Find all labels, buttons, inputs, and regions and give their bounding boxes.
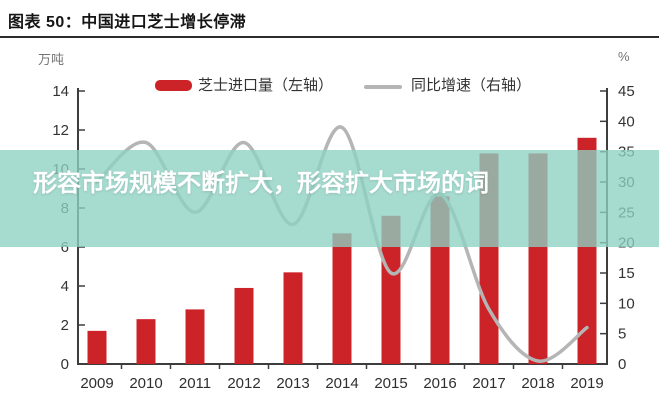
left-tick-label: 0 — [61, 356, 69, 373]
x-category-label: 2012 — [227, 375, 260, 392]
chart-title: 图表 50：中国进口芝士增长停滞 — [8, 14, 247, 31]
left-axis-unit-label: 万吨 — [38, 52, 65, 67]
x-category-label: 2011 — [179, 375, 211, 392]
right-axis-unit-label: % — [618, 49, 630, 64]
bar-2014 — [332, 233, 352, 364]
x-category-label: 2009 — [80, 375, 113, 392]
left-tick-label: 14 — [52, 83, 69, 100]
left-tick-label: 6 — [61, 239, 69, 256]
x-category-label: 2014 — [325, 375, 358, 392]
x-category-label: 2013 — [276, 375, 309, 392]
left-tick-label: 2 — [61, 317, 69, 334]
imports-bar-swatch — [155, 80, 192, 91]
title-divider — [0, 36, 659, 38]
watermark-banner: 形容市场规模不断扩大，形容扩大市场的词 — [0, 150, 659, 247]
x-category-label: 2017 — [472, 375, 505, 392]
left-tick-label: 12 — [52, 122, 69, 139]
bar-2011 — [185, 309, 205, 364]
right-tick-label: 40 — [618, 113, 635, 130]
watermark-text: 形容市场规模不断扩大，形容扩大市场的词 — [33, 170, 489, 197]
bar-2013 — [283, 272, 303, 364]
bar-2010 — [136, 319, 156, 364]
right-tick-label: 45 — [618, 83, 635, 100]
bar-2012 — [234, 287, 254, 364]
imports-legend-label: 芝士进口量（左轴） — [198, 77, 334, 94]
bar-2015 — [381, 215, 401, 364]
right-tick-label: 15 — [618, 265, 635, 282]
right-tick-label: 5 — [618, 326, 626, 343]
x-category-label: 2016 — [423, 375, 456, 392]
left-tick-label: 4 — [61, 278, 69, 295]
right-tick-label: 0 — [618, 356, 626, 373]
x-category-label: 2010 — [129, 375, 162, 392]
right-tick-label: 10 — [618, 295, 635, 312]
x-category-label: 2019 — [570, 375, 603, 392]
bar-2009 — [87, 330, 107, 364]
x-category-label: 2015 — [374, 375, 407, 392]
growth-legend-label: 同比增速（右轴） — [411, 77, 532, 94]
growth-line-swatch — [364, 85, 402, 89]
x-category-label: 2018 — [521, 375, 554, 392]
